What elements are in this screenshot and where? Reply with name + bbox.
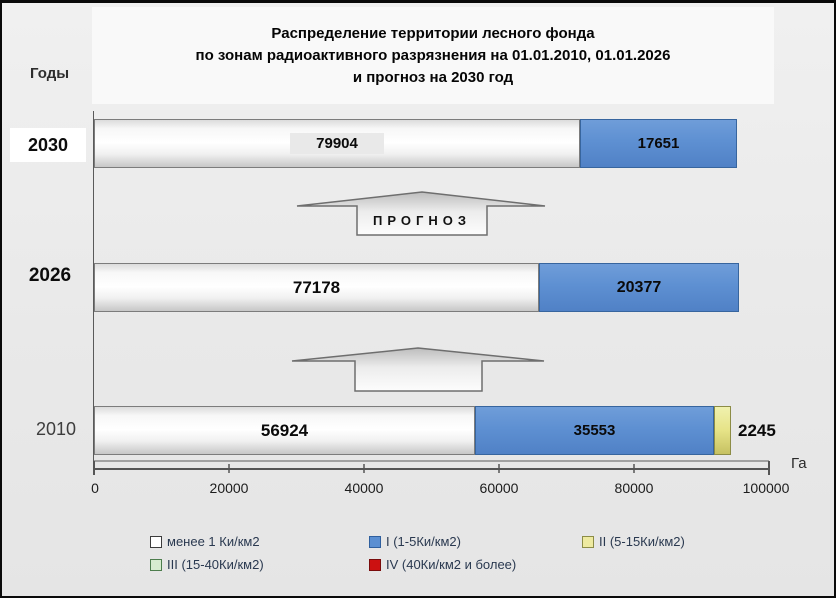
bar-2010-value-lt1: 56924 — [260, 420, 309, 440]
y-axis-title: Годы — [30, 65, 70, 82]
bar-2026-value-zone1: 20377 — [616, 278, 662, 296]
legend-label-zone1: I (1-5Ки/км2) — [386, 534, 461, 549]
bar-2026-value-lt1: 77178 — [292, 277, 341, 297]
legend-label-zone2: II (5-15Ки/км2) — [599, 534, 685, 549]
chart-title-line2: по зонам радиоактивного разрязнения на 0… — [195, 46, 671, 64]
x-axis-unit: Га — [791, 455, 807, 472]
bar-2026-segment-lt1: 77178 — [94, 263, 539, 312]
category-label-2026: 2026 — [28, 265, 72, 286]
legend-item-zone4: IV (40Ки/км2 и более) — [369, 557, 516, 572]
bar-2026: 77178 20377 — [94, 263, 769, 312]
bar-2010-segment-zone1: 35553 — [475, 406, 714, 455]
bar-2030-segment-lt1: 79904 — [94, 119, 580, 168]
category-label-2010: 2010 — [35, 419, 77, 439]
legend-item-zone3: III (15-40Ки/км2) — [150, 557, 264, 572]
x-tick-60000: 60000 — [479, 480, 519, 496]
x-tick-100000: 100000 — [742, 480, 790, 496]
bar-2026-segment-zone1: 20377 — [539, 263, 739, 312]
bar-2010-segment-lt1: 56924 — [94, 406, 475, 455]
bar-2030-segment-zone1: 17651 — [580, 119, 737, 168]
bar-2010-segment-zone2 — [714, 406, 731, 455]
bar-2030-value-lt1: 79904 — [290, 133, 384, 154]
x-tick-80000: 80000 — [614, 480, 654, 496]
trend-arrow-up-icon — [291, 347, 545, 392]
bar-2010-value-zone2: 2245 — [738, 421, 776, 440]
x-tick-0: 0 — [91, 480, 99, 496]
y-axis-line — [93, 111, 94, 465]
x-tick-40000: 40000 — [344, 480, 384, 496]
bar-2030: 79904 17651 — [94, 119, 769, 168]
chart-title-line3: и прогноз на 2030 год — [352, 68, 514, 86]
legend-swatch-red — [369, 558, 381, 571]
forecast-arrow-up-icon: ПРОГНОЗ — [296, 191, 546, 236]
x-tick-20000: 20000 — [209, 480, 249, 496]
legend-swatch-green — [150, 558, 162, 571]
legend-label-lt1: менее 1 Ки/км2 — [167, 534, 260, 549]
legend-item-zone1: I (1-5Ки/км2) — [369, 534, 461, 549]
x-axis — [93, 460, 770, 475]
legend-item-lt1: менее 1 Ки/км2 — [150, 534, 260, 549]
legend-swatch-blue — [369, 535, 381, 548]
legend-swatch-white — [150, 535, 162, 548]
chart-title: Распределение территории лесного фонда п… — [92, 7, 774, 104]
bar-2010-value-zone1: 35553 — [573, 422, 616, 439]
bar-2010: 56924 35553 — [94, 406, 769, 455]
legend-swatch-yellow — [582, 535, 594, 548]
legend-label-zone4: IV (40Ки/км2 и более) — [386, 557, 517, 572]
legend-label-zone3: III (15-40Ки/км2) — [167, 557, 264, 572]
category-label-2030: 2030 — [10, 128, 86, 162]
bar-2030-value-zone1: 17651 — [637, 135, 680, 152]
forecast-arrow-label: ПРОГНОЗ — [373, 213, 471, 228]
chart-title-line1: Распределение территории лесного фонда — [271, 24, 595, 42]
legend-item-zone2: II (5-15Ки/км2) — [582, 534, 685, 549]
